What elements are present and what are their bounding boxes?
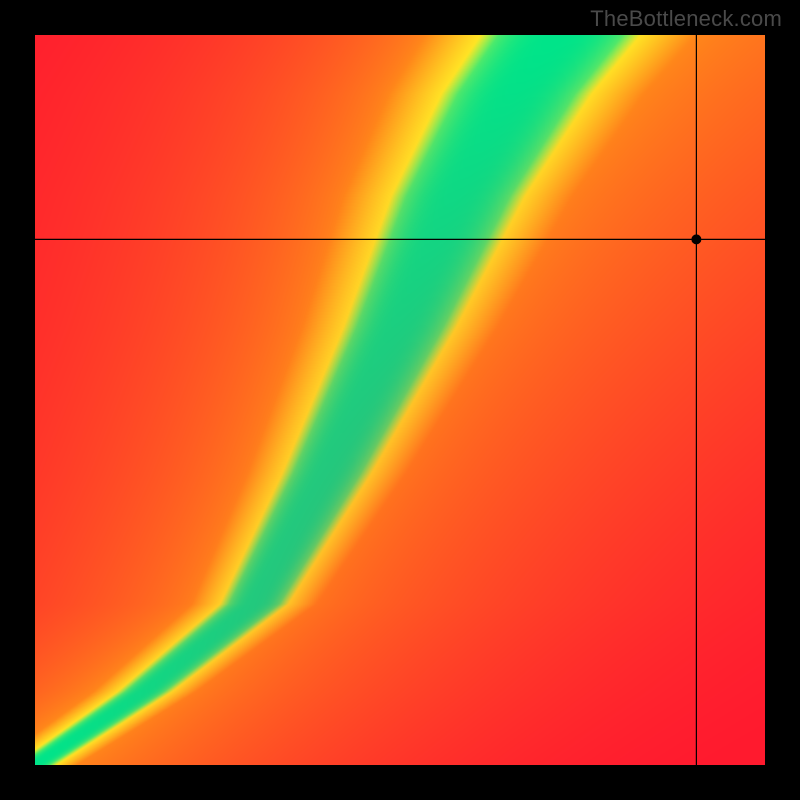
heatmap-canvas [35, 35, 765, 765]
chart-container: TheBottleneck.com [0, 0, 800, 800]
watermark-text: TheBottleneck.com [590, 6, 782, 32]
heatmap-plot [35, 35, 765, 765]
